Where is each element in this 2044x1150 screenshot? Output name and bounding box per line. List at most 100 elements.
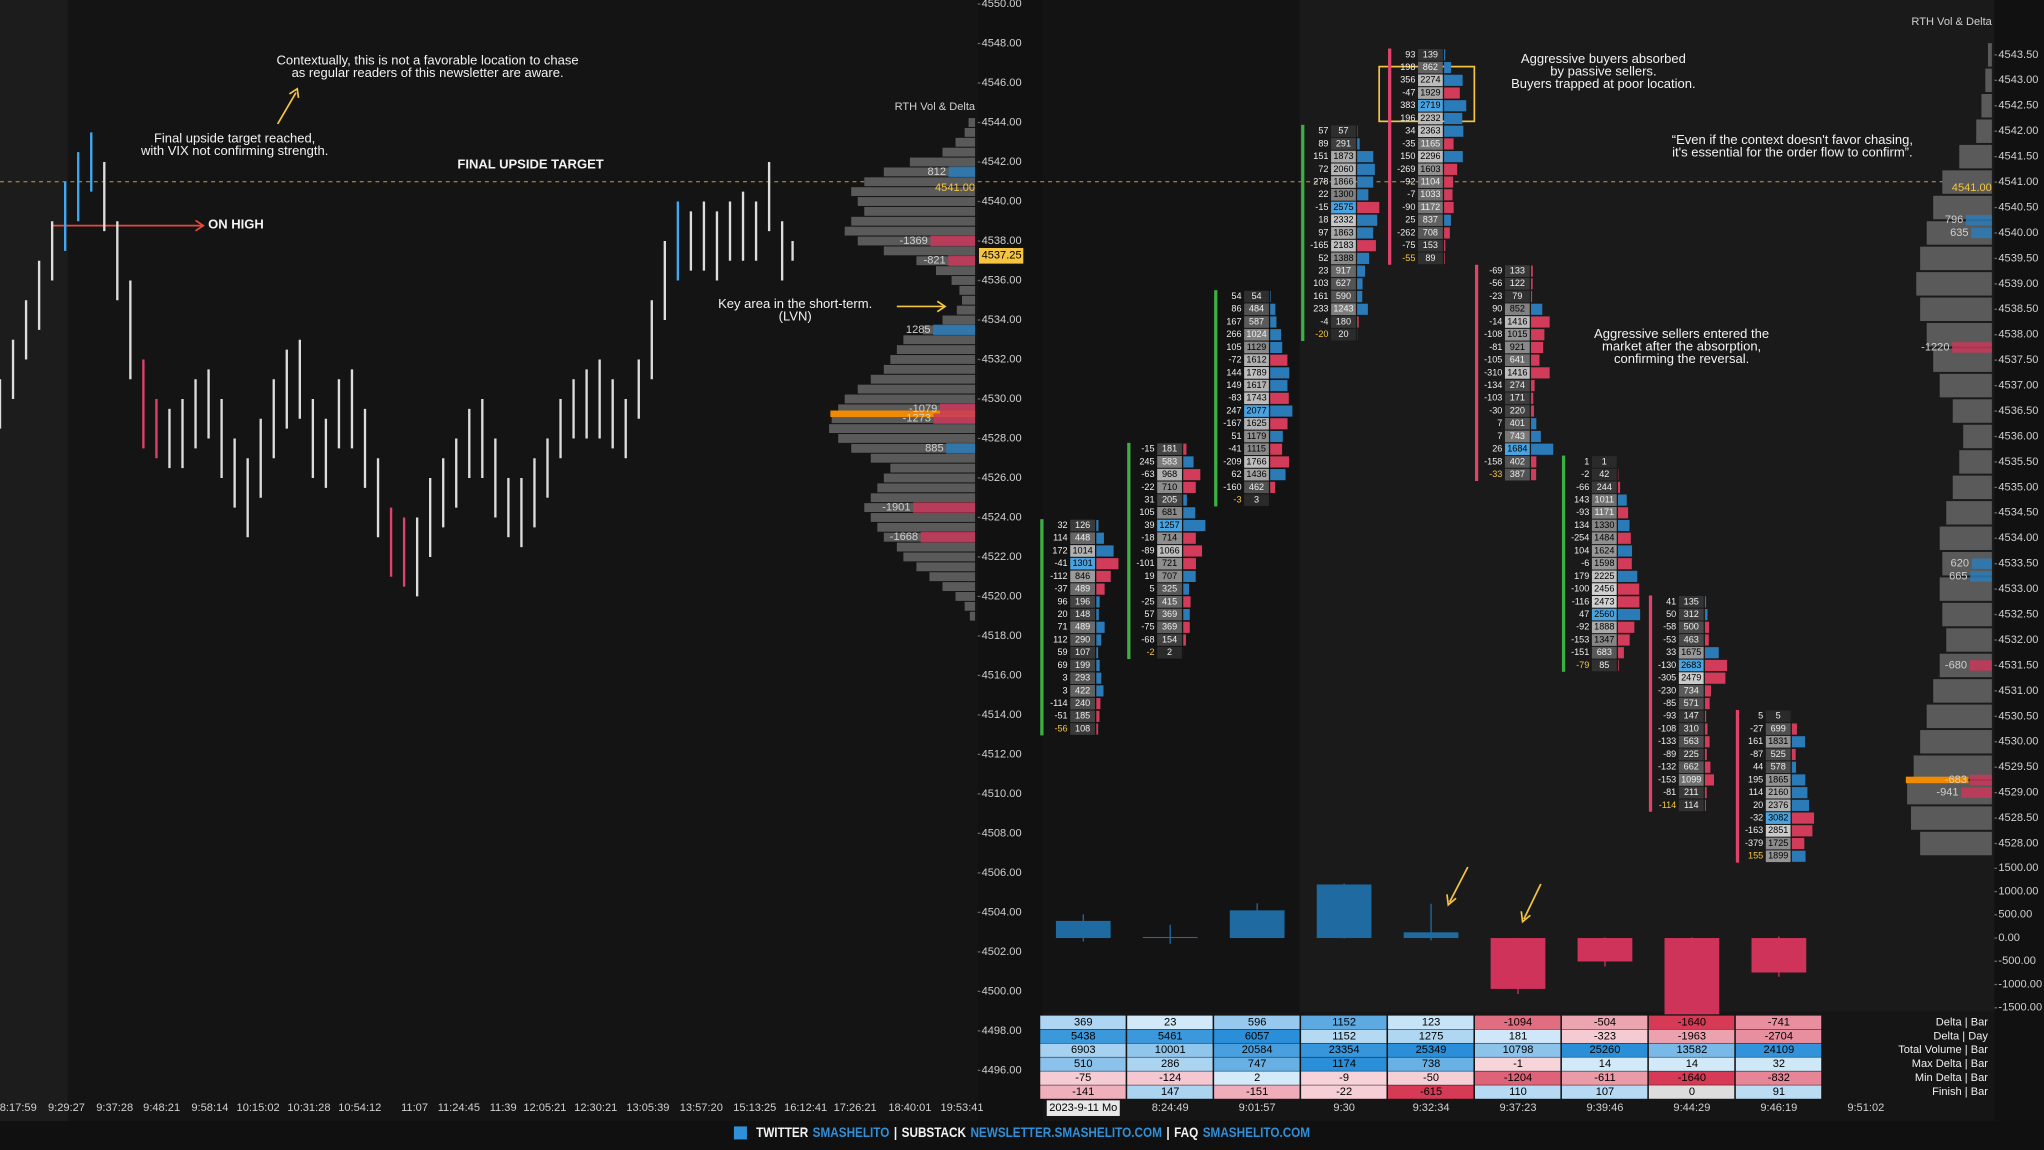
table-cell [1127,1085,1213,1099]
cell-volume [1765,812,1791,824]
profile-bar [1916,272,1992,296]
table-value: 23 [1164,1016,1176,1028]
table-cell [1735,1071,1822,1085]
profile-bar [829,424,976,434]
cell-volume-label: 402 [1510,456,1525,466]
table-cell [1561,1029,1648,1043]
table-cell [1301,1057,1387,1071]
cell-volume [1418,87,1443,99]
cell-volume-label: 2232 [1420,113,1440,123]
cell-volume-label: 2683 [1681,660,1701,670]
cell-bar [1444,112,1463,125]
axis-panel [1994,0,2044,1122]
cell-bar [1357,163,1375,175]
y-tick-label: 500.00 [1998,909,2032,921]
y-tick-label: 4528.00 [1998,837,2038,849]
cell-delta: 196 [1400,113,1415,123]
cell-delta: 134 [1574,520,1589,530]
y-tick-label: 4548.00 [982,37,1022,49]
delta-label: 665 [1949,570,1967,582]
delta-bar [1965,215,1992,226]
profile-bar [1907,780,1992,805]
cell-volume [1244,405,1269,417]
cell-volume [1070,723,1095,735]
cell-bar [1704,596,1707,608]
cell-volume [1678,735,1704,748]
cell-volume [1157,506,1182,519]
cell-volume-label: 1873 [1333,151,1353,161]
y-tick-label: 4528.00 [982,432,1022,444]
cell-bar [1531,380,1535,392]
cell-bar [1531,443,1554,455]
cell-delta: 5 [1758,711,1763,721]
cell-delta: 20 [1057,609,1067,619]
profile-bar [870,374,976,384]
cell-volume [1418,138,1443,150]
cell-delta: -89 [1663,749,1676,759]
cell-volume-label: 1899 [1768,851,1788,861]
table-cell [1388,1015,1474,1030]
profile-bar [1913,755,1992,779]
cell-bar [1704,787,1707,799]
cell-volume-label: 2225 [1594,571,1614,581]
table-value: -1 [1513,1058,1523,1070]
cell-volume-label: 743 [1510,431,1525,441]
cell-volume-label: 1388 [1333,253,1353,263]
cell-bar [1531,456,1537,468]
y-tick-label: -500.00 [1998,955,2036,967]
cell-delta: 114 [1749,787,1764,797]
profile-bar [851,216,976,226]
cell-delta: 155 [1748,851,1763,861]
cell-bar [1704,672,1726,684]
cell-volume-label: 578 [1771,762,1786,772]
cell-delta: -305 [1658,673,1676,683]
cell-volume [1678,659,1704,672]
cell-delta: 86 [1231,304,1241,314]
arrow-head [1520,911,1531,924]
y-tick-label: 4542.00 [982,156,1022,168]
cell-volume [1244,494,1269,506]
cell-delta: -134 [1484,380,1502,390]
table-value: 13582 [1676,1044,1707,1056]
x-tick-label: 2023-9-11 Mo [1049,1102,1117,1114]
cell-volume [1418,252,1443,265]
cell-delta: 198 [1400,62,1415,72]
cell-volume-label: 135 [1684,596,1699,606]
y-tick-label: 4541.50 [1998,151,2038,163]
cell-volume [1331,138,1356,150]
cell-bar [1791,799,1809,811]
cell-delta: 103 [1313,278,1328,288]
cell-bar [1444,100,1467,112]
cell-bar [1531,316,1550,328]
cell-delta: 195 [1748,774,1763,784]
annotation-line: Contextually, this is not a favorable lo… [276,53,578,68]
cell-delta: -130 [1658,660,1676,670]
row-label: Finish | Bar [1932,1086,1988,1098]
profile-bar [1939,526,1992,550]
profile-bar [1952,475,1992,500]
profile-bar [1926,221,1992,245]
cell-volume-label: 180 [1336,316,1351,326]
cell-volume [1070,685,1095,697]
cell-volume-label: 185 [1075,711,1090,721]
table-value: 6903 [1071,1044,1096,1056]
table-value: 596 [1248,1016,1266,1028]
y-tick-label: 4532.50 [1998,608,2038,620]
annotation: Aggressive sellers entered the market aft… [1594,327,1769,367]
table-value: 181 [1509,1030,1527,1042]
profile-bar [1946,501,1992,525]
x-tick-label: 15:13:25 [733,1102,776,1114]
table-value: 5461 [1158,1030,1183,1042]
cell-volume-label: 710 [1162,482,1177,492]
cell-volume-label: 211 [1684,787,1699,797]
delta-bar [939,403,976,415]
x-tick-label: 10:31:28 [287,1102,330,1114]
cell-volume-label: 2473 [1594,596,1614,606]
cell-volume-label: 293 [1075,673,1090,683]
profile-bar [1939,653,1992,678]
profile-bar [831,414,976,424]
cell-volume [1591,494,1617,506]
profile-bar [890,463,976,473]
cell-volume [1678,685,1704,697]
footer-item: NEWSLETTER.SMASHELITO.COM [970,1125,1161,1140]
